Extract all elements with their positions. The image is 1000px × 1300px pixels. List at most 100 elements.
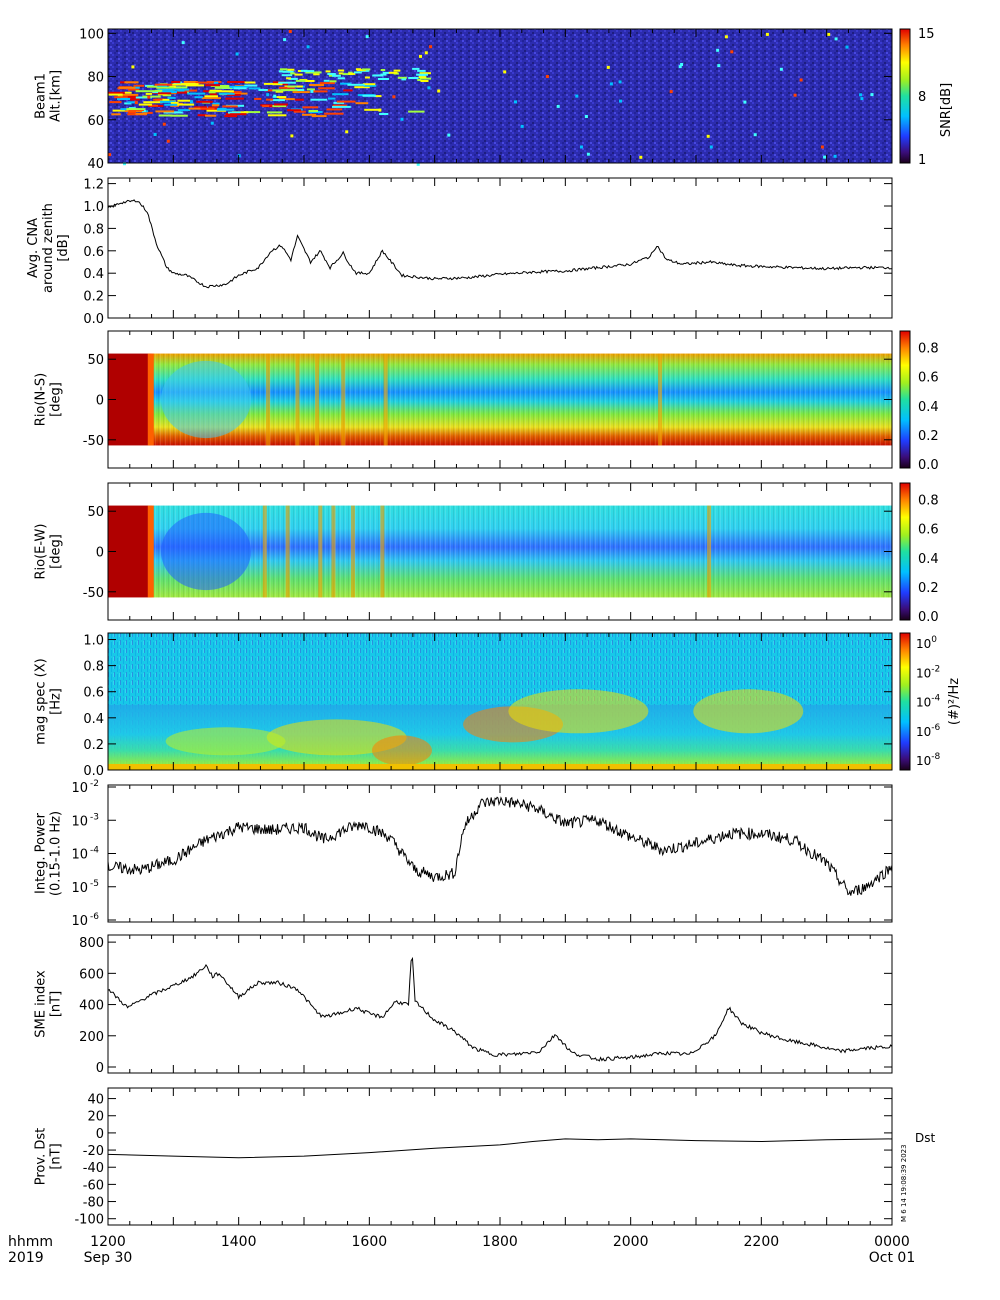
beam1-colorbar-tick: 15 <box>918 27 935 42</box>
beam1-noise-speck <box>860 97 864 101</box>
beam1-echo-cell <box>397 76 407 79</box>
time-tick-label: 1400 <box>221 1234 257 1250</box>
beam1-echo-cell <box>195 81 214 84</box>
beam1-echo-cell <box>228 111 241 114</box>
rio-ew-colorbar <box>899 482 911 621</box>
integ-power-ytick-exp: -5 <box>90 879 99 889</box>
beam1-echo-cell <box>155 110 175 113</box>
cna-panel: 0.0 0.2 0.4 0.6 0.8 1.0 1.2 Avg. CNA around zeni… <box>26 177 893 327</box>
beam1-echo-cell <box>153 98 163 101</box>
beam1-noise-speck <box>823 155 827 159</box>
beam1-echo-cell <box>152 91 170 94</box>
time-tick-date: Sep 30 <box>84 1250 133 1266</box>
time-tick-label: 0000 <box>874 1234 910 1250</box>
mag-spec-ytick-label: 0.2 <box>83 738 104 753</box>
beam1-echo-cell <box>124 81 139 84</box>
beam1-echo-cell <box>382 71 390 74</box>
dst-ylabel-line: Prov. Dst <box>34 1128 49 1185</box>
time-tick-label: 1600 <box>352 1234 388 1250</box>
beam1-echo-cell <box>292 91 310 94</box>
beam1-echo-cell <box>287 85 297 88</box>
rio-ns-ytick-label: -50 <box>83 434 104 449</box>
integ-power-ylabel-line: (0.15-1.0 Hz) <box>49 811 64 896</box>
beam1-noise-speck <box>419 54 422 58</box>
rio-ns-streak <box>315 353 320 446</box>
beam1-echo-cell <box>218 92 235 95</box>
beam1-echo-cell <box>287 109 302 112</box>
beam1-noise-speck <box>545 75 549 78</box>
beam1-echo-cell <box>332 105 351 108</box>
mag-spec-power-blob <box>508 689 649 734</box>
beam1-echo-cell <box>282 70 294 73</box>
beam1-noise-speck <box>235 52 239 56</box>
beam1-echo-cell <box>302 113 317 116</box>
beam1-echo-cell <box>111 113 121 116</box>
rio-ew-streak <box>285 505 290 598</box>
beam1-echo-cell <box>356 69 366 72</box>
beam1-echo-cell <box>227 93 241 96</box>
beam1-noise-speck <box>424 51 428 55</box>
beam1-echo-cell <box>232 91 242 94</box>
beam1-echo-cell <box>364 108 381 111</box>
beam1-echo-cell <box>393 69 401 72</box>
integ-power-series-line <box>107 796 893 896</box>
beam1-noise-speck <box>273 94 277 98</box>
beam1-echo-cell <box>295 79 306 82</box>
beam1-echo-cell <box>108 93 123 96</box>
sme-frame <box>107 934 893 1074</box>
beam1-noise-speck <box>709 145 713 149</box>
beam1-echo-cell <box>138 103 153 106</box>
beam1-echo-cell <box>164 103 178 106</box>
beam1-echo-cell <box>348 72 356 75</box>
time-tick-date: Oct 01 <box>869 1250 915 1266</box>
beam1-echo-cell <box>222 105 238 108</box>
mag-spec-ylabel-line: [Hz] <box>49 688 64 715</box>
beam1-echo-cell <box>228 92 248 95</box>
integ-power-ytick-exp: -4 <box>90 846 99 856</box>
beam1-echo-cell <box>373 74 383 77</box>
beam1-noise-speck <box>503 70 507 74</box>
time-tick-label: 2000 <box>613 1234 649 1250</box>
beam1-echo-cell <box>205 114 217 117</box>
beam1-noise-speck <box>392 95 396 99</box>
beam1-echo-cell <box>328 97 336 100</box>
cna-ytick-label: 1.0 <box>83 200 104 215</box>
beam1-echo-cell <box>325 70 331 73</box>
beam1-noise-speck <box>147 95 151 99</box>
beam1-noise-speck <box>669 90 673 94</box>
beam1-noise-speck <box>345 130 349 134</box>
beam1-noise-speck <box>586 152 590 156</box>
beam1-noise-speck <box>618 80 622 84</box>
beam1-echo-cell <box>280 89 298 92</box>
beam1-noise-speck <box>288 30 292 33</box>
rio-ns-ytick-label: 50 <box>87 353 104 368</box>
beam1-echo-cell <box>244 84 258 87</box>
rio-ew-colorbar-tick: 0.0 <box>918 610 939 625</box>
rio-ew-ylabel-line: [deg] <box>49 534 64 569</box>
rio-ew-streak <box>380 505 385 598</box>
beam1-noise-speck <box>283 38 287 42</box>
cna-frame <box>107 177 893 319</box>
beam1-noise-speck <box>834 37 838 41</box>
beam1-noise-speck <box>779 67 783 71</box>
sme-ytick-label: 0 <box>96 1061 104 1076</box>
dst-panel: -100 -80 -60 -40 -20 0 20 40 Prov. Dst [nT] Dst M 6… <box>34 1087 935 1228</box>
beam1-echo-cell <box>177 109 191 112</box>
rio-ns-colorbar-tick: 0.8 <box>918 342 939 357</box>
beam1-echo-cell <box>374 95 382 98</box>
beam1-echo-cell <box>244 81 256 84</box>
beam1-noise-speck <box>743 100 747 104</box>
rio-ns-colorbar-tick: 0.6 <box>918 371 939 386</box>
beam1-echo-cell <box>278 70 284 73</box>
beam1-ylabel-line: Beam1 <box>34 73 49 119</box>
beam1-echo-cell <box>288 77 298 80</box>
rio-ns-saturated-edge <box>147 353 154 446</box>
beam1-echo-cell <box>273 103 288 106</box>
beam1-noise-speck <box>678 65 682 69</box>
beam1-echo-cell <box>309 84 324 86</box>
beam1-echo-cell <box>160 100 176 103</box>
rio-ns-ylabel-line: Rio(N-S) <box>34 373 49 426</box>
beam1-echo-cell <box>169 88 190 91</box>
beam1-echo-cell <box>214 86 233 89</box>
beam1-echo-cell <box>112 109 131 112</box>
